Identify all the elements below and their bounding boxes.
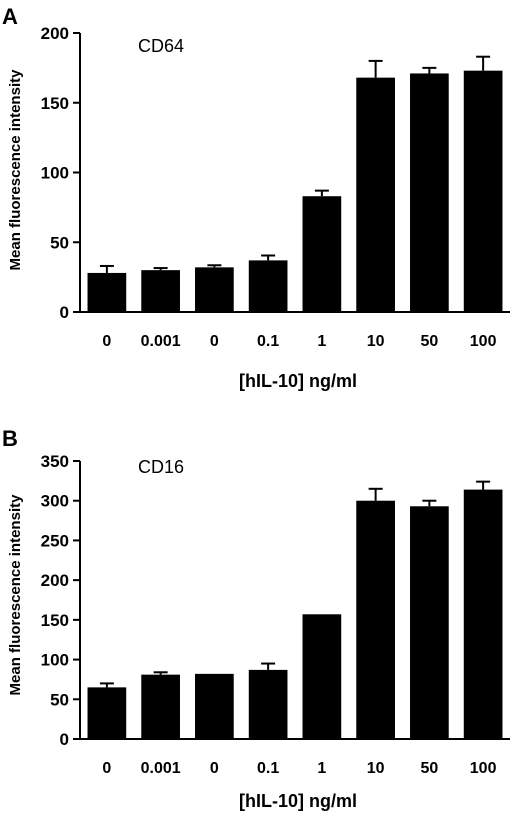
panel-a-bar — [463, 70, 503, 312]
panel-b-bar — [87, 687, 127, 739]
panel-b-label: CD16 — [138, 457, 184, 477]
panel-a-x-tick-label: 0.1 — [257, 333, 279, 350]
panel-a-bar — [195, 267, 234, 312]
panel-a-x-tick-label: 0.001 — [141, 333, 181, 350]
panel-a-bar — [141, 270, 180, 312]
panel-a-y-tick-label: 150 — [41, 94, 69, 113]
panel-b-y-axis-label: Mean fluorescence intensity — [7, 494, 24, 696]
panel-b-x-tick-label: 0 — [102, 760, 111, 777]
panel-a-x-tick-label: 0 — [210, 333, 219, 350]
panel-a-bar — [356, 77, 395, 312]
panel-b-x-tick-label: 0.1 — [257, 760, 279, 777]
panel-b-y-tick-label: 300 — [41, 492, 69, 511]
panel-b-plot: 0 50 100 150 200 250 300 350 0 0.001 0 0.1 1 10 50 100 — [41, 452, 510, 777]
panel-b-x-tick-label: 100 — [470, 760, 497, 777]
panel-b-x-tick-label: 50 — [420, 760, 438, 777]
panel-a-plot: 0 50 100 150 200 0 0.001 0 0.1 1 10 50 100 — [41, 24, 510, 350]
panel-a-x-axis-label: [hIL-10] ng/ml — [239, 371, 357, 391]
panel-a-x-tick-label: 100 — [470, 333, 497, 350]
panel-b-x-tick-label: 0 — [210, 760, 219, 777]
panel-a-bar — [87, 272, 127, 312]
panel-b-y-tick-label: 350 — [41, 452, 69, 471]
panel-b-bar — [141, 674, 180, 739]
panel-a-y-tick-label: 100 — [41, 164, 69, 183]
panel-a-bar — [410, 73, 449, 312]
panel-b-y-tick-label: 50 — [50, 690, 69, 709]
panel-letter-a: A — [2, 4, 18, 29]
panel-a: A CD64 Mean fluorescence intensity [hIL-… — [2, 4, 510, 391]
panel-b-y-tick-label: 150 — [41, 611, 69, 630]
panel-a-bar — [248, 260, 288, 312]
panel-letter-b: B — [2, 426, 18, 451]
panel-b-bar — [356, 500, 395, 739]
panel-a-y-tick-label: 50 — [50, 233, 69, 252]
panel-a-x-tick-label: 1 — [317, 333, 326, 350]
panel-a-y-tick-label: 0 — [60, 303, 69, 322]
panel-b-y-tick-label: 0 — [60, 730, 69, 749]
panel-b-bar — [195, 673, 234, 739]
panel-a-bar — [302, 196, 342, 312]
panel-b-bar — [463, 489, 503, 739]
panel-b: B CD16 Mean fluorescence intensity [hIL-… — [2, 426, 510, 811]
panel-b-y-tick-label: 250 — [41, 531, 69, 550]
panel-b-x-tick-label: 0.001 — [141, 760, 181, 777]
panel-b-bar — [248, 669, 288, 739]
panel-b-bar — [302, 614, 342, 739]
panel-b-x-tick-label: 1 — [317, 760, 326, 777]
panel-a-y-tick-label: 200 — [41, 24, 69, 43]
panel-a-x-tick-label: 10 — [367, 333, 385, 350]
panel-a-x-tick-label: 0 — [102, 333, 111, 350]
panel-a-y-axis-label: Mean fluorescence intensity — [7, 69, 24, 271]
panel-b-x-axis-label: [hIL-10] ng/ml — [239, 791, 357, 811]
panel-b-y-tick-label: 100 — [41, 651, 69, 670]
panel-b-x-tick-label: 10 — [367, 760, 385, 777]
panel-b-y-tick-label: 200 — [41, 571, 69, 590]
panel-a-x-tick-label: 50 — [420, 333, 438, 350]
panel-b-bar — [410, 506, 449, 739]
panel-a-label: CD64 — [138, 36, 184, 56]
